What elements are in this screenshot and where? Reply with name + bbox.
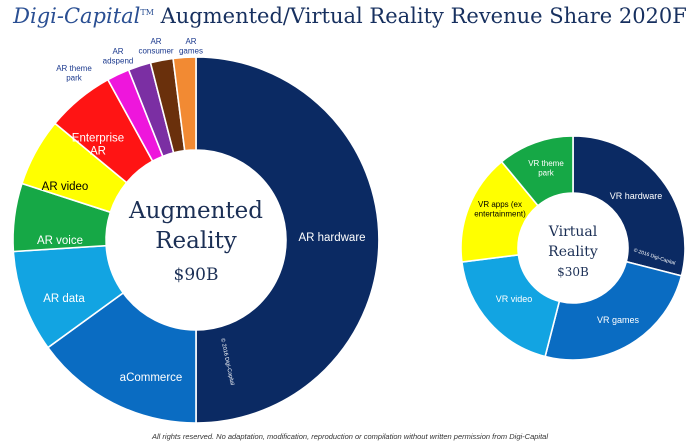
chart-title: Digi-CapitalTM Augmented/Virtual Reality… [0, 4, 700, 28]
ar-total-label: $90B [174, 265, 219, 285]
ar-label-ar-hardware: AR hardware [298, 232, 365, 244]
vr-center-label: Reality [548, 244, 598, 260]
ar-slice-acommerce [46, 291, 197, 424]
vr-slice-vr-theme-park [500, 135, 574, 207]
ar-label-ar-data: AR data [43, 293, 85, 305]
trademark-mark: TM [140, 8, 154, 17]
vr-label-vr-games: VR games [597, 315, 640, 325]
footer-notice: All rights reserved. No adaptation, modi… [151, 432, 548, 441]
ar-label-acommerce: aCommerce [120, 372, 183, 384]
vr-total-label: $30B [557, 265, 589, 279]
ar-center-label: Augmented [128, 198, 263, 224]
vr-slice-vr-hardware [572, 135, 686, 277]
ar-label-ar-voice: AR voice [37, 235, 83, 247]
vr-label-vr-apps-ex-entertainment: VR apps (ex entertainment) [474, 200, 526, 218]
brand-name: Digi-Capital [13, 4, 141, 28]
ar-label-ar-theme-park: AR theme park [56, 64, 92, 82]
vr-center-label: Virtual [548, 224, 598, 240]
vr-label-vr-theme-park: VR theme park [528, 159, 564, 177]
vr-label-vr-video: VR video [496, 294, 533, 304]
vr-slice-vr-video [460, 253, 561, 358]
ar-label-ar-video: AR video [42, 181, 89, 193]
ar-label-ar-adspend: AR adspend [103, 47, 134, 65]
ar-center-label: Reality [155, 228, 237, 254]
ar-slice-ar-hardware [195, 56, 380, 424]
vr-slice-vr-games [544, 260, 683, 361]
ar-label-ar-games: AR games [179, 37, 203, 55]
title-text: Augmented/Virtual Reality Revenue Share … [160, 4, 687, 28]
vr-label-vr-hardware: VR hardware [610, 191, 663, 201]
ar-label-enterprise-ar: Enterprise AR [72, 132, 124, 157]
ar-label-ar-consumer: AR consumer [138, 37, 173, 55]
ar-slice-ar-games [172, 56, 197, 152]
